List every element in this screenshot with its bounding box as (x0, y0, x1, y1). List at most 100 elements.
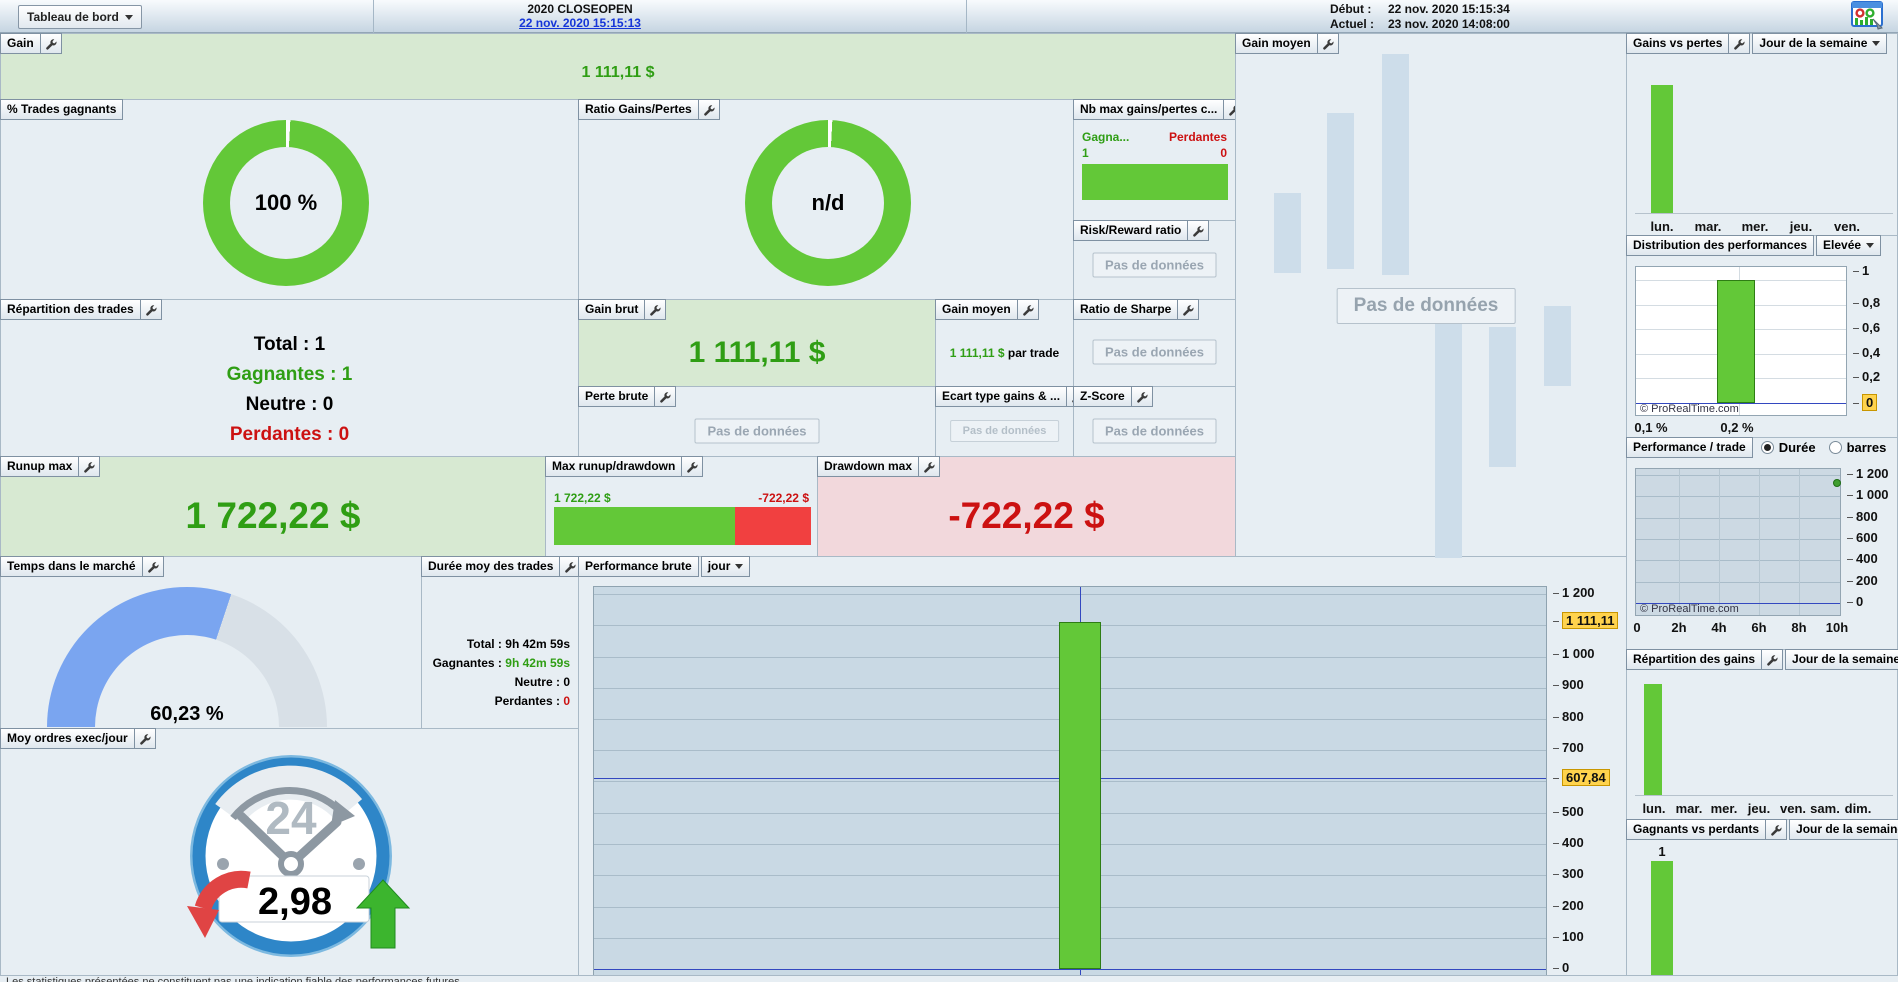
wrench-icon[interactable] (918, 457, 939, 476)
orders-clock-icon: 24 2,98 (187, 755, 411, 957)
gain-value: 1 111,11 $ (581, 64, 655, 81)
performance-bar (1059, 622, 1101, 969)
panel-ratio-gains-pertes: Ratio Gains/Pertes n/d (578, 99, 1074, 300)
wrench-icon[interactable] (39, 34, 61, 53)
wrench-icon[interactable] (654, 387, 675, 406)
wrench-icon[interactable] (697, 100, 719, 119)
wrench-icon[interactable] (559, 557, 580, 576)
wrench-icon[interactable] (1016, 300, 1038, 319)
panel-repartition-trades: Répartition des trades Total : 1 Gagnant… (0, 299, 579, 457)
panel-gain-moyen-chart: Gain moyen Pas de données (1235, 33, 1627, 558)
ddmax-value: -722,22 $ (948, 495, 1105, 536)
panel-gainsvspertes-title: Gains vs pertes (1633, 36, 1723, 50)
distribution-bar (1717, 280, 1755, 403)
debut-value: 22 nov. 2020 15:15:34 (1388, 2, 1510, 16)
panel-ddmax-title: Drawdown max (824, 459, 913, 473)
wrench-icon[interactable] (1177, 300, 1198, 319)
zscore-no-data: Pas de données (1092, 418, 1217, 444)
perfbrute-period-dropdown[interactable]: jour (700, 556, 751, 577)
report-title: 2020 CLOSEOPEN (527, 2, 633, 16)
wrench-icon[interactable] (644, 300, 665, 319)
trades-neutre-row: Neutre : 0 (245, 394, 334, 415)
dashboard-menu-button[interactable]: Tableau de bord (18, 5, 142, 29)
panel-runup-title: Runup max (7, 459, 73, 473)
panel-gainmoyen-title: Gain moyen (942, 302, 1011, 316)
gainsvspertes-day-dropdown[interactable]: Jour de la semaine (1752, 33, 1888, 54)
wrench-icon[interactable] (1223, 100, 1244, 119)
panel-gain-moyen: Gain moyen 1 111,11 $ par trade (935, 299, 1074, 387)
trades-gagnantes-row: Gagnantes : 1 (226, 364, 353, 385)
panel-perftrade-title: Performance / trade (1633, 440, 1746, 454)
highlighted-ytick: 1 111,11 (1553, 612, 1619, 629)
wrench-icon[interactable] (78, 457, 99, 476)
runupdd-dd-value: -722,22 $ (758, 491, 809, 505)
panel-moy-ordres: Moy ordres exec/jour 24 2,98 (0, 728, 579, 982)
panel-sharpe-title: Ratio de Sharpe (1080, 302, 1172, 316)
wrench-icon[interactable] (1130, 387, 1152, 406)
trades-total-row: Total : 1 (253, 334, 326, 355)
wrench-icon[interactable] (681, 457, 702, 476)
panel-max-runup-drawdown: Max runup/drawdown 1 722,22 $ -722,22 $ (545, 456, 818, 557)
actuel-label: Actuel : (1330, 17, 1375, 31)
runupdd-runup-value: 1 722,22 $ (554, 491, 611, 505)
duree-radio[interactable] (1760, 441, 1774, 454)
wrench-icon[interactable] (1316, 34, 1338, 53)
trade-scatter-point (1833, 479, 1841, 487)
distribution-chart: © ProRealTime.com (1635, 266, 1847, 416)
panel-repartition-title: Répartition des trades (7, 302, 134, 316)
wrench-icon[interactable] (1728, 34, 1749, 53)
winloss-donut-chart: n/d (745, 120, 911, 286)
panel-gains-vs-pertes: Gains vs pertes Jour de la semaine lun. … (1626, 33, 1898, 236)
zero-line (1636, 403, 1846, 404)
panel-ratio-title: Ratio Gains/Pertes (585, 102, 692, 116)
pertebrute-no-data: Pas de données (694, 418, 820, 444)
zero-line (594, 969, 1546, 970)
gagnantsperdants-bar-label: 1 (1658, 844, 1666, 859)
actuel-value: 23 nov. 2020 14:08:00 (1388, 17, 1510, 31)
panel-moyordres-title: Moy ordres exec/jour (7, 731, 128, 745)
panel-distribution-performances: Distribution des performances Elevée © P… (1626, 235, 1898, 438)
gagnantsperdants-day-dropdown[interactable]: Jour de la semaine (1789, 819, 1898, 840)
panel-pct-trades-title: % Trades gagnants (7, 102, 117, 116)
nbmax-win-value: 1 (1082, 146, 1089, 160)
panel-duree-moy: Durée moy des trades Total : 9h 42m 59s … (421, 556, 582, 729)
nbmax-win-label: Gagna... (1082, 130, 1130, 144)
panel-performance-trade: Performance / trade Durée barres © ProRe… (1626, 437, 1898, 650)
winloss-value: n/d (811, 190, 845, 215)
panel-ecart-type: Ecart type gains & ... Pas de données (935, 386, 1089, 457)
nbmax-bar (1082, 164, 1228, 200)
zero-line (1636, 603, 1840, 604)
repartitiongains-day-dropdown[interactable]: Jour de la semaine (1785, 649, 1898, 670)
wrench-icon[interactable] (139, 300, 161, 319)
panel-repartition-gains: Répartition des gains Jour de la semaine… (1626, 649, 1898, 820)
gainbrut-value: 1 111,11 $ (688, 336, 826, 369)
winrate-value: 100 % (254, 190, 318, 215)
panel-risk-reward: Risk/Reward ratio Pas de données (1073, 220, 1236, 300)
report-window-icon[interactable] (1846, 1, 1886, 31)
runupdd-bar-green (554, 507, 736, 545)
disclaimer-bar: Les statistiques présentées ne constitue… (0, 975, 1898, 982)
panel-ecarttype-title: Ecart type gains & ... (942, 389, 1061, 403)
ecarttype-no-data: Pas de données (949, 420, 1060, 442)
chevron-down-icon (124, 14, 133, 20)
nbmax-lose-label: Perdantes (1168, 130, 1227, 144)
duration-total-row: Total : 9h 42m 59s (466, 637, 570, 651)
barres-radio[interactable] (1828, 441, 1842, 454)
disclaimer-text: Les statistiques présentées ne constitue… (6, 976, 460, 982)
wrench-icon[interactable] (1187, 221, 1208, 240)
panel-z-score: Z-Score Pas de données (1073, 386, 1236, 457)
runupdd-bar-red (735, 507, 811, 545)
wrench-icon[interactable] (1066, 387, 1087, 406)
distribution-selector-dropdown[interactable]: Elevée (1816, 235, 1882, 256)
toolbar-divider (966, 0, 967, 33)
report-date-link[interactable]: 22 nov. 2020 15:15:13 (519, 16, 641, 30)
panel-dureemoy-title: Durée moy des trades (428, 559, 554, 573)
wrench-icon[interactable] (1765, 820, 1786, 839)
wrench-icon[interactable] (1761, 650, 1782, 669)
panel-pertebrute-title: Perte brute (585, 389, 649, 403)
wrench-icon[interactable] (133, 729, 155, 748)
wrench-icon[interactable] (141, 557, 163, 576)
panel-repartitiongains-title: Répartition des gains (1633, 652, 1756, 666)
runupdd-bar (554, 507, 811, 545)
